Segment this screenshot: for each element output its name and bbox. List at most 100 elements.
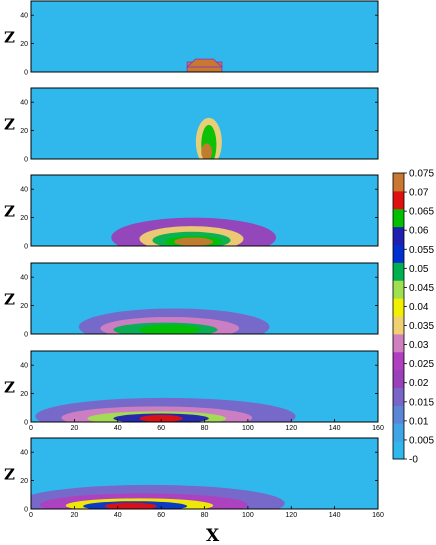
colorbar-tick-label: 0.015 bbox=[409, 397, 434, 408]
z-tick-label: 20 bbox=[20, 128, 28, 135]
panel-frame bbox=[30, 87, 379, 160]
x-axis-label: X bbox=[206, 526, 220, 545]
concentration-field bbox=[31, 484, 285, 509]
panel-6: 0 20 40 Z 0 20 40 60 80 100 120 140 160 bbox=[4, 437, 384, 519]
x-tick-label: 20 bbox=[70, 425, 78, 432]
panel-frame bbox=[30, 174, 379, 247]
colorbar-tick-label: 0.055 bbox=[409, 245, 434, 256]
z-tick-label: 0 bbox=[24, 70, 28, 77]
colorbar-tick-label: 0.05 bbox=[409, 264, 429, 275]
x-tick-label: 140 bbox=[329, 512, 341, 519]
colorbar-segment bbox=[393, 369, 404, 388]
x-tick-label: 80 bbox=[201, 512, 209, 519]
colorbar-segment bbox=[393, 423, 404, 442]
concentration-contour bbox=[201, 143, 213, 159]
colorbar-tick-label: 0.04 bbox=[409, 302, 429, 313]
x-tick-label: 120 bbox=[285, 425, 297, 432]
concentration-field bbox=[185, 58, 224, 72]
z-tick-label: 40 bbox=[20, 363, 28, 370]
x-tick-label: 0 bbox=[29, 512, 33, 519]
colorbar-tick-label: 0.035 bbox=[409, 321, 434, 332]
colorbar-segment bbox=[393, 244, 404, 263]
z-tick-label: 0 bbox=[24, 157, 28, 164]
colorbar-segment bbox=[393, 333, 404, 353]
z-tick-label: 0 bbox=[24, 332, 28, 339]
panel-frame bbox=[30, 0, 379, 73]
colorbar-segment bbox=[393, 208, 404, 228]
colorbar-tick-label: 0.07 bbox=[409, 188, 429, 199]
colorbar-tick-label: 0.03 bbox=[409, 340, 429, 351]
colorbar-tick-label: 0.065 bbox=[409, 207, 434, 218]
x-tick-label: 100 bbox=[242, 425, 254, 432]
x-tick-label: 20 bbox=[70, 512, 78, 519]
colorbar-segment bbox=[393, 173, 404, 192]
z-tick-label: 0 bbox=[24, 420, 28, 427]
concentration-field bbox=[78, 308, 270, 334]
x-tick-label: 80 bbox=[201, 425, 209, 432]
concentration-contour bbox=[174, 237, 214, 246]
z-tick-label: 40 bbox=[20, 100, 28, 107]
z-axis-label: Z bbox=[4, 29, 15, 47]
colorbar-segment bbox=[393, 387, 404, 406]
z-tick-label: 40 bbox=[20, 13, 28, 20]
panel-2: 0 20 40 Z bbox=[4, 87, 379, 164]
colorbar-tick-label: -0 bbox=[409, 455, 418, 466]
concentration-contour bbox=[185, 58, 224, 68]
z-axis-label: Z bbox=[4, 116, 15, 134]
colorbar-segment bbox=[393, 405, 404, 424]
colorbar-segment bbox=[393, 351, 404, 371]
z-axis-label: Z bbox=[4, 291, 15, 309]
z-tick-label: 20 bbox=[20, 303, 28, 310]
x-tick-label: 120 bbox=[285, 512, 297, 519]
colorbar-tick-label: 0.005 bbox=[409, 435, 434, 446]
z-axis-label: Z bbox=[4, 466, 15, 484]
colorbar-tick-label: 0.045 bbox=[409, 283, 434, 294]
z-tick-label: 40 bbox=[20, 187, 28, 194]
colorbar-tick-label: 0.075 bbox=[409, 169, 434, 180]
x-tick-label: 60 bbox=[157, 512, 165, 519]
panel-4: 0 20 40 Z bbox=[4, 262, 379, 339]
z-tick-label: 40 bbox=[20, 275, 28, 282]
z-tick-label: 20 bbox=[20, 41, 28, 48]
panel-frame bbox=[30, 262, 379, 335]
colorbar-tick-label: 0.02 bbox=[409, 378, 429, 389]
colorbar-frame bbox=[392, 172, 405, 460]
z-axis-label: Z bbox=[4, 203, 15, 221]
x-tick-label: 40 bbox=[114, 512, 122, 519]
x-tick-label: 160 bbox=[372, 512, 384, 519]
x-tick-label: 140 bbox=[329, 425, 341, 432]
x-tick-label: 100 bbox=[242, 512, 254, 519]
colorbar-segment bbox=[393, 316, 404, 335]
x-tick-label: 160 bbox=[372, 425, 384, 432]
colorbar-tick-label: 0.025 bbox=[409, 359, 434, 370]
z-axis-label: Z bbox=[4, 379, 15, 397]
panel-5: 0 20 40 Z 0 20 40 60 80 100 120 140 160 bbox=[4, 350, 384, 432]
colorbar: 0.075 0.07 0.065 0.06 0.055 0.05 0.045 0.04 0.03… bbox=[392, 169, 434, 466]
colorbar-segment bbox=[393, 262, 404, 281]
concentration-field bbox=[35, 397, 296, 422]
x-tick-label: 40 bbox=[114, 425, 122, 432]
z-tick-label: 20 bbox=[20, 391, 28, 398]
z-tick-label: 20 bbox=[20, 478, 28, 485]
z-tick-label: 40 bbox=[20, 450, 28, 457]
panels: 0 20 40 Z 0 20 40 Z 0 20 40 Z 0 20 40 Z 0 20 40 Z 0 20 40 60 80 1… bbox=[4, 0, 384, 519]
colorbar-segment bbox=[393, 226, 404, 245]
z-tick-label: 20 bbox=[20, 215, 28, 222]
colorbar-tick-label: 0.06 bbox=[409, 226, 429, 237]
colorbar-segment bbox=[393, 298, 404, 317]
colorbar-segment bbox=[393, 441, 404, 460]
panel-1: 0 20 40 Z bbox=[4, 0, 379, 77]
z-tick-label: 0 bbox=[24, 244, 28, 251]
colorbar-segment bbox=[393, 280, 404, 299]
concentration-field bbox=[195, 117, 222, 159]
z-tick-label: 0 bbox=[24, 507, 28, 514]
concentration-contour bbox=[139, 414, 183, 422]
colorbar-tick-label: 0.01 bbox=[409, 416, 429, 427]
x-tick-label: 0 bbox=[29, 425, 33, 432]
colorbar-segment bbox=[393, 190, 404, 210]
concentration-field bbox=[111, 217, 277, 246]
concentration-contour bbox=[139, 324, 201, 334]
panel-3: 0 20 40 Z bbox=[4, 174, 379, 251]
x-tick-label: 60 bbox=[157, 425, 165, 432]
